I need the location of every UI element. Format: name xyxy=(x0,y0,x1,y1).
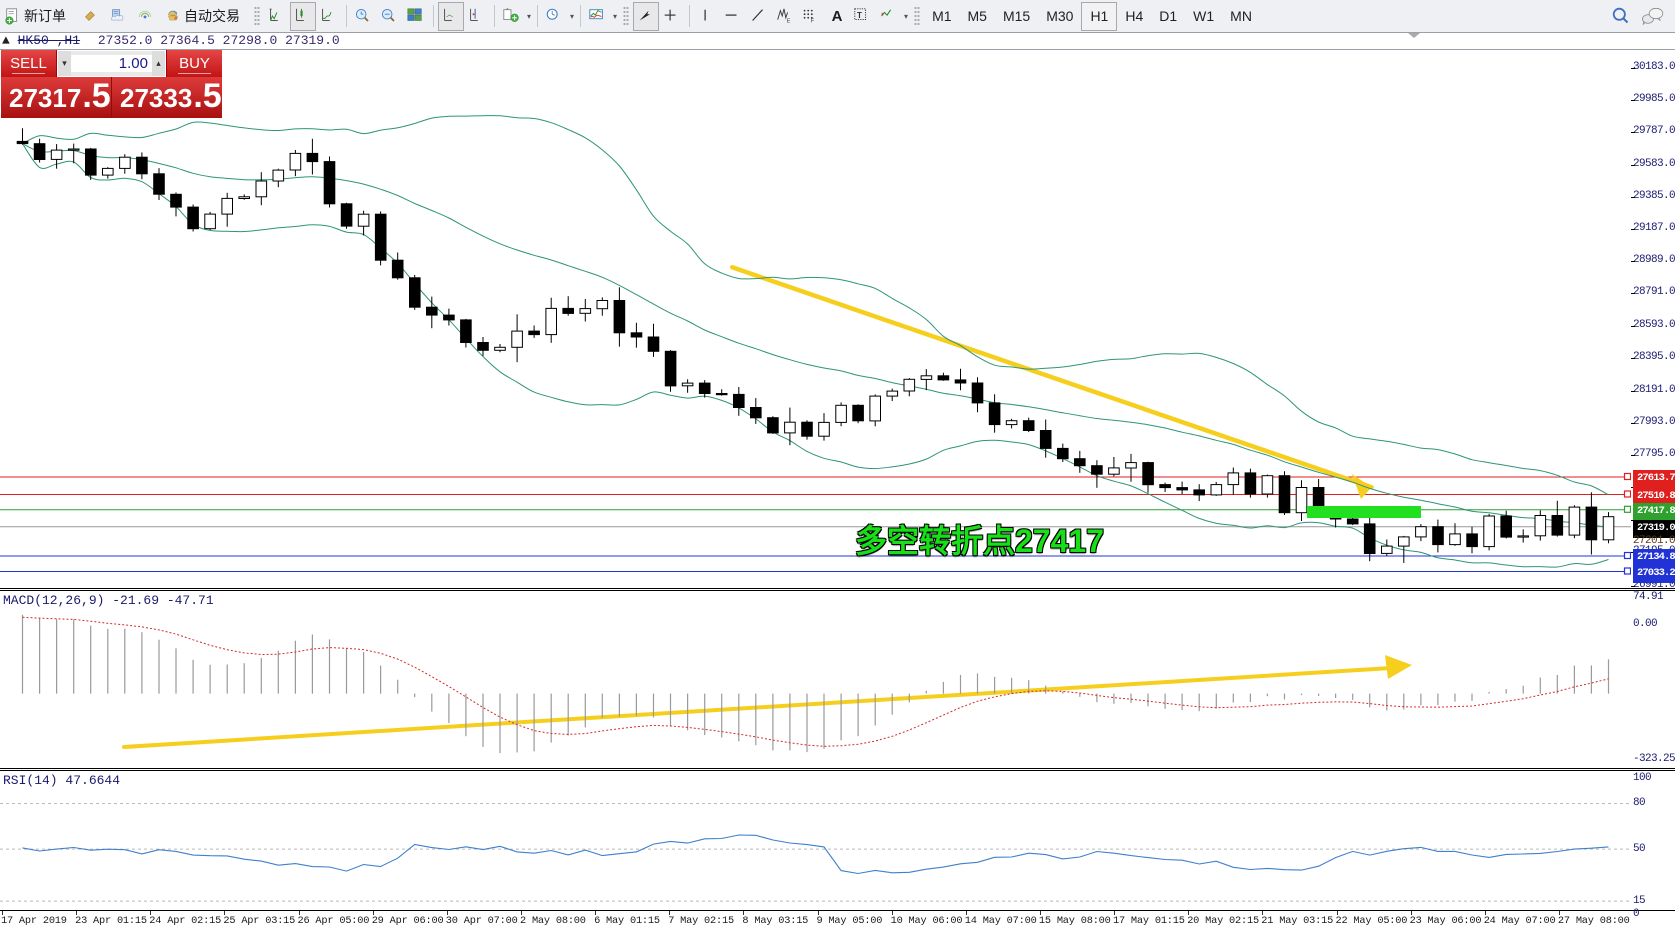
svg-text:T: T xyxy=(857,11,862,20)
svg-text:E: E xyxy=(787,18,791,24)
svg-text:F: F xyxy=(811,18,815,24)
